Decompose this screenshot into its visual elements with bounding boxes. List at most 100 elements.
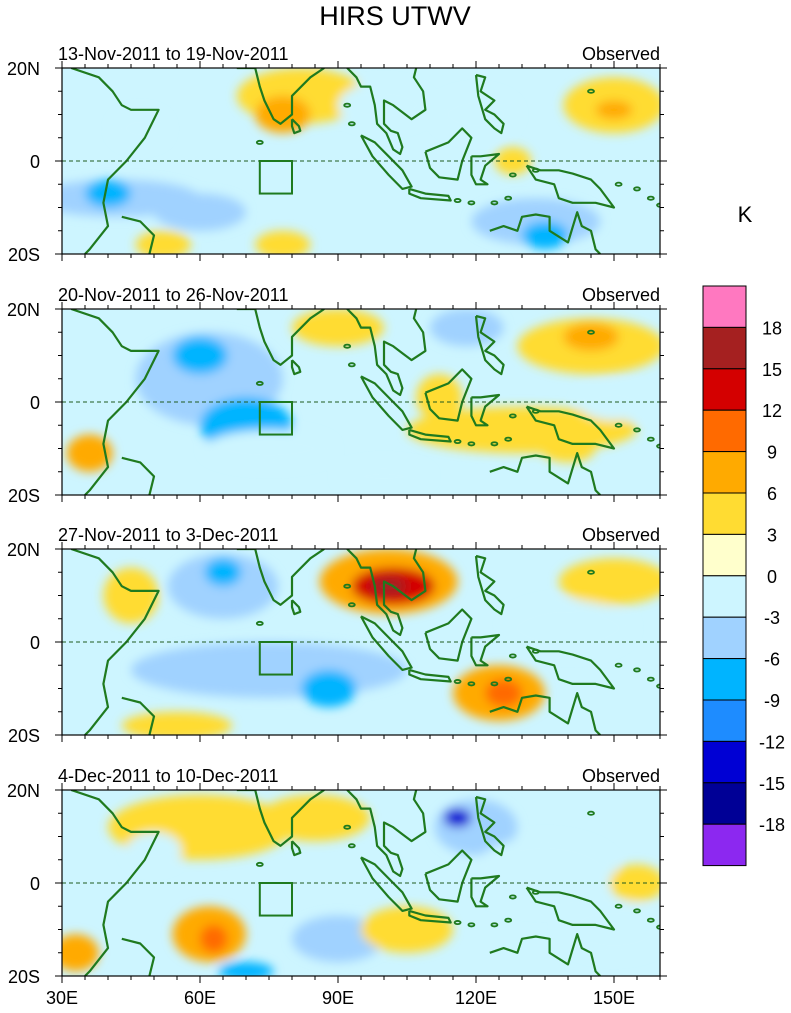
coastlines xyxy=(70,68,660,254)
island xyxy=(343,102,352,108)
colorbar-swatch xyxy=(702,492,747,535)
anomaly-blob xyxy=(434,91,518,138)
coastline xyxy=(290,359,302,376)
colorbar-swatch xyxy=(702,616,747,660)
colorbar-swatch xyxy=(702,575,747,618)
colorbar-level-label: 15 xyxy=(762,360,782,380)
panel-type-label: Observed xyxy=(582,525,660,545)
coastline xyxy=(489,452,601,495)
coastline xyxy=(346,309,427,397)
lat-tick-label: 20S xyxy=(8,726,40,746)
island xyxy=(490,200,499,206)
anomaly-blob xyxy=(503,600,633,656)
anomaly-blob xyxy=(558,558,660,605)
coastline xyxy=(489,933,601,976)
island xyxy=(508,413,517,419)
map-panel: 20N 0 20S 20-Nov-2011 to 26-Nov-2011 Observe… xyxy=(7,285,667,506)
lat-tick-label: 20N xyxy=(7,300,40,320)
anomaly-blob xyxy=(259,794,371,842)
coastline xyxy=(489,692,601,735)
coastline xyxy=(121,696,156,735)
anomaly-blob xyxy=(609,864,660,902)
island xyxy=(656,202,660,208)
anomaly-blob xyxy=(121,711,233,735)
coastline xyxy=(360,856,413,912)
lon-tick-label: 120E xyxy=(455,988,497,1008)
island xyxy=(614,422,623,428)
colorbar-swatch xyxy=(702,658,747,701)
anomaly-blob xyxy=(167,553,279,619)
coastline xyxy=(70,790,160,976)
anomaly-blob xyxy=(301,669,357,708)
anomaly-blob xyxy=(204,558,242,587)
lat-tick-label: 0 xyxy=(30,633,40,653)
anomaly-field xyxy=(66,309,660,491)
coastline xyxy=(236,68,325,125)
region-box xyxy=(258,641,293,676)
map-panels: 20N 0 20S 13-Nov-2011 to 19-Nov-2011 Observe… xyxy=(7,44,667,987)
coastlines xyxy=(70,790,660,976)
region-box xyxy=(258,401,293,436)
colorbar-swatch xyxy=(702,368,747,411)
anomaly-blob xyxy=(338,462,430,491)
colorbar: K 18 15 12 9 6 3 0 -3 -6 -9 -12 -15 -18 xyxy=(702,202,785,867)
anomaly-blob xyxy=(172,336,228,375)
island xyxy=(508,653,517,659)
coastline xyxy=(121,215,156,254)
island xyxy=(467,681,476,687)
coastline xyxy=(470,393,501,427)
anomaly-blob xyxy=(471,836,619,911)
coastline xyxy=(474,554,505,616)
island xyxy=(633,427,641,433)
island xyxy=(504,195,513,201)
island xyxy=(504,917,513,923)
coastline xyxy=(470,874,501,908)
anomaly-blob xyxy=(200,924,228,953)
colorbar-swatch xyxy=(702,782,747,825)
coastline xyxy=(290,599,302,616)
colorbar-level-label: -15 xyxy=(759,774,785,794)
anomaly-blob xyxy=(443,808,472,828)
coastline xyxy=(470,152,501,186)
coastline xyxy=(474,73,505,135)
lon-tick-label: 30E xyxy=(46,988,78,1008)
anomaly-blob xyxy=(595,100,633,120)
anomaly-blob xyxy=(416,374,463,421)
island xyxy=(490,922,499,928)
colorbar-level-label: -3 xyxy=(764,608,780,628)
x-axis: 30E 60E 90E 120E 150E xyxy=(46,988,635,1008)
island xyxy=(347,602,356,608)
colorbar-swatch xyxy=(702,451,747,494)
anomaly-blob xyxy=(577,383,651,421)
anomaly-blob xyxy=(292,915,384,963)
lat-tick-label: 20N xyxy=(7,540,40,560)
coastline xyxy=(346,549,427,637)
anomaly-blob xyxy=(66,434,113,472)
coastline xyxy=(290,118,302,135)
island xyxy=(255,380,264,386)
colorbar-swatches xyxy=(702,285,747,867)
region-box xyxy=(258,882,293,917)
panel-period-label: 20-Nov-2011 to 26-Nov-2011 xyxy=(58,285,288,305)
anomaly-blob xyxy=(540,434,596,463)
island xyxy=(646,676,655,682)
coastlines xyxy=(70,549,660,735)
island xyxy=(453,920,462,926)
island xyxy=(587,569,595,575)
island xyxy=(490,441,499,447)
colorbar-swatch xyxy=(702,699,747,742)
coastline xyxy=(346,790,427,878)
island xyxy=(646,436,655,442)
lat-tick-label: 20S xyxy=(8,967,40,987)
colorbar-swatch xyxy=(702,533,747,577)
coastline xyxy=(525,405,616,450)
colorbar-level-labels: 18 15 12 9 6 3 0 -3 -6 -9 -12 -15 -18 xyxy=(759,318,785,835)
anomaly-blob xyxy=(522,221,568,250)
panel-period-label: 4-Dec-2011 to 10-Dec-2011 xyxy=(58,766,278,786)
island xyxy=(646,917,655,923)
island xyxy=(633,186,641,192)
panel-period-label: 13-Nov-2011 to 19-Nov-2011 xyxy=(58,44,288,64)
coastline xyxy=(408,187,452,202)
anomaly-blob xyxy=(361,906,453,953)
coastline xyxy=(290,840,302,857)
